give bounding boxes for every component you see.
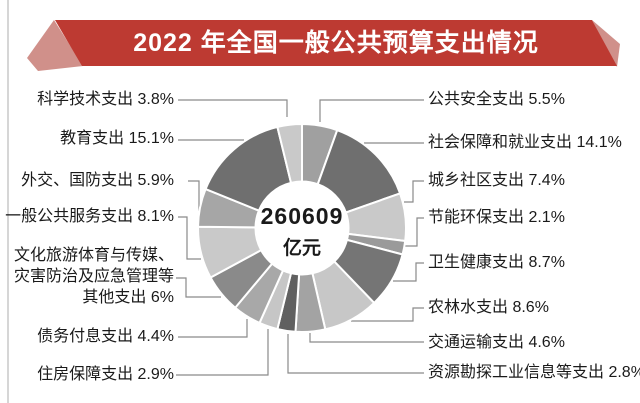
callout-line-public-security (319, 99, 424, 122)
label-resource-exploration: 资源勘探工业信息等支出 2.8% (428, 364, 640, 381)
label-housing-security: 住房保障支出 2.9% (37, 366, 174, 383)
callout-line-science-tech (178, 99, 288, 117)
callout-line-transportation (309, 333, 424, 343)
label-culture-line-1: 文化旅游体育与传媒、 (13, 247, 174, 264)
label-culture-line-3: 其他支出 6% (82, 289, 174, 306)
page-title: 2022 年全国一般公共预算支出情况 (133, 29, 539, 57)
label-health: 卫生健康支出 8.7% (428, 254, 565, 271)
label-debt-interest: 债务付息支出 4.4% (37, 328, 174, 345)
callout-line-diplomacy-defense (188, 180, 200, 211)
callout-line-general-public-services (178, 216, 201, 260)
ribbon-band-shape (55, 20, 617, 66)
callout-line-housing-security (176, 329, 269, 376)
label-energy-conservation: 节能环保支出 2.1% (428, 209, 565, 226)
label-culture-tourism-other: 文化旅游体育与传媒、 灾害防治及应急管理等 其他支出 6% (0, 245, 174, 308)
label-culture-line-2: 灾害防治及应急管理等 (13, 268, 174, 285)
callout-line-debt-interest (178, 319, 248, 338)
callout-line-resource-exploration (287, 334, 424, 374)
callout-lines (176, 99, 424, 376)
donut-center-total: 260609 亿元 (232, 203, 372, 260)
label-education: 教育支出 15.1% (60, 130, 174, 147)
ribbon-fold-left-shape (27, 20, 83, 71)
donut-slice-14 (276, 122, 303, 185)
label-diplomacy-defense: 外交、国防支出 5.9% (21, 172, 174, 189)
label-transportation: 交通运输支出 4.6% (428, 334, 565, 351)
label-science-tech: 科学技术支出 3.8% (37, 91, 174, 108)
callout-line-agriculture (351, 307, 424, 322)
callout-line-health (393, 262, 424, 282)
page-rule-line (7, 0, 9, 403)
ribbon-fold-right-shape (592, 20, 620, 67)
label-general-public-services: 一般公共服务支出 8.1% (5, 208, 174, 225)
callout-line-urban-rural (404, 180, 424, 203)
label-urban-rural: 城乡社区支出 7.4% (428, 172, 565, 189)
callout-line-culture-tourism-other (176, 277, 221, 298)
total-unit: 亿元 (282, 238, 321, 259)
label-agriculture: 农林水支出 8.6% (428, 299, 549, 316)
title-ribbon (27, 20, 620, 71)
donut-chart (196, 122, 407, 333)
callout-line-energy-conservation (405, 217, 424, 247)
label-social-security: 社会保障和就业支出 14.1% (428, 134, 622, 151)
total-value: 260609 (260, 203, 344, 229)
label-public-security: 公共安全支出 5.5% (428, 91, 565, 108)
